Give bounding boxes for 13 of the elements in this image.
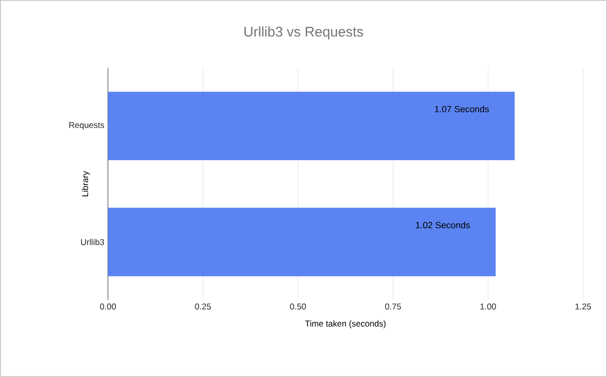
data-label: 1.02 Seconds [416,222,470,228]
x-tick-label: 1.25 [576,304,591,310]
x-axis-title: Time taken (seconds) [305,320,386,328]
y-tick-label: Urllib3 [81,238,104,246]
x-tick-label: 1.00 [480,304,496,310]
x-tick-label: 0.50 [290,304,306,310]
y-axis-title: Library [82,171,90,196]
x-tick-label: 0.00 [100,304,116,310]
x-tick-label: 0.25 [195,304,211,310]
y-tick-label: Requests [69,122,104,130]
x-tick-label: 0.75 [385,304,401,310]
chart-title: Urllib3 vs Requests [244,26,364,40]
data-label: 1.07 Seconds [434,106,489,112]
